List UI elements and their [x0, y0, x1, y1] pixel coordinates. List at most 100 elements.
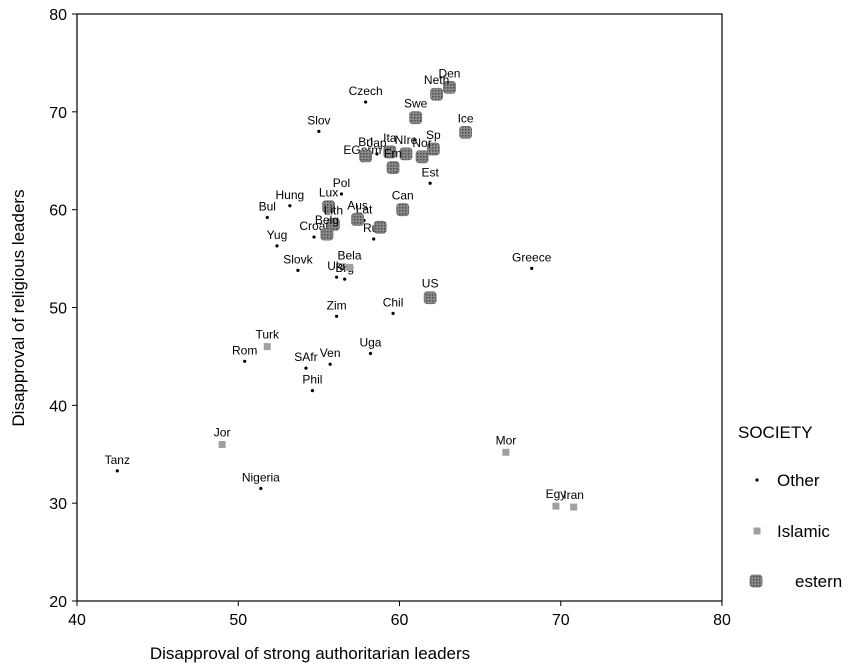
- point-label: Jor: [214, 425, 231, 439]
- point-label: Phil: [302, 373, 322, 387]
- point-label: Ice: [458, 111, 474, 125]
- x-tick-label: 50: [229, 612, 247, 629]
- point-marker-dot: [115, 469, 119, 473]
- point-label: SAfr: [294, 350, 317, 364]
- point-marker-block: [359, 149, 373, 163]
- point-label: Lith: [324, 203, 343, 217]
- point-label: Aus: [347, 198, 368, 212]
- point-marker-block: [749, 574, 763, 588]
- data-point: Den: [438, 66, 460, 94]
- point-label: Swe: [404, 97, 428, 111]
- data-point: Greece: [512, 250, 552, 270]
- y-tick-label: 60: [49, 203, 67, 220]
- data-point: SAfr: [294, 350, 318, 370]
- point-label: Sp: [426, 128, 441, 142]
- data-point: Rom: [232, 343, 257, 363]
- point-label: Slovk: [283, 252, 313, 266]
- x-axis-ticks: 40 50 60 70 80: [68, 601, 731, 629]
- data-point: Belg: [315, 213, 339, 241]
- point-label: Tanz: [105, 453, 130, 467]
- data-point: Ita: [383, 131, 397, 159]
- point-label: Egy: [546, 487, 567, 501]
- point-label: Ven: [320, 346, 341, 360]
- point-marker-dot: [343, 277, 347, 281]
- data-point: Ven: [320, 346, 341, 366]
- point-marker-block: [322, 200, 335, 214]
- point-marker-block: [351, 213, 364, 226]
- y-tick-label: 50: [49, 301, 67, 318]
- point-marker-dot: [364, 100, 368, 104]
- legend-label: estern: [795, 572, 842, 591]
- data-point: Ukr: [327, 259, 346, 279]
- data-point: Zim: [327, 298, 347, 318]
- data-point: Jap: [367, 136, 387, 156]
- y-tick-label: 80: [49, 7, 67, 24]
- point-label: Chil: [383, 295, 404, 309]
- data-point: Slovk: [283, 252, 314, 272]
- data-point: Nigeria: [242, 470, 280, 491]
- y-tick-label: 70: [49, 105, 67, 122]
- point-marker-block: [326, 217, 340, 231]
- data-point: [373, 220, 387, 234]
- point-marker-square: [263, 343, 271, 351]
- x-axis-title: Disapproval of strong authoritarian lead…: [150, 644, 470, 663]
- point-label: Nigeria: [242, 470, 280, 484]
- x-tick-label: 40: [68, 612, 86, 629]
- point-label: Pol: [333, 176, 350, 190]
- x-tick-label: 80: [713, 612, 731, 629]
- point-marker-dot: [296, 268, 300, 272]
- point-label: Est: [421, 165, 439, 179]
- point-marker-dot: [530, 266, 534, 270]
- legend-title: SOCIETY: [738, 423, 813, 442]
- point-label: Ita: [383, 131, 397, 145]
- point-marker-square: [570, 503, 578, 511]
- point-label: US: [422, 277, 439, 291]
- point-marker-dot: [391, 311, 395, 315]
- legend: SOCIETY Other Islamic estern: [738, 423, 842, 591]
- point-marker-dot: [339, 192, 344, 196]
- point-marker-block: [415, 150, 429, 164]
- point-marker-square: [552, 502, 560, 510]
- point-label: Greece: [512, 250, 552, 264]
- data-point: Lith: [324, 203, 343, 231]
- data-point: Uga: [359, 335, 382, 356]
- point-marker-square: [218, 440, 226, 448]
- data-point: Mor: [496, 433, 517, 456]
- point-label: Hung: [276, 188, 305, 202]
- data-point: Est: [421, 165, 439, 185]
- point-marker-block: [430, 87, 443, 101]
- point-marker-dot: [328, 362, 332, 366]
- point-marker-dot: [335, 314, 339, 318]
- y-axis-title: Disapproval of religious leaders: [9, 189, 28, 426]
- point-label: Rom: [232, 343, 257, 357]
- data-point: Slov: [307, 113, 331, 133]
- y-axis-ticks: 20 30 40 50 60 70 80: [49, 7, 77, 611]
- data-point: Swe: [404, 97, 428, 125]
- point-marker-block: [373, 220, 387, 234]
- data-point: Czech: [349, 84, 383, 104]
- data-point: Egy: [546, 487, 567, 510]
- point-marker-square: [502, 448, 510, 456]
- point-label: Yug: [267, 228, 288, 242]
- point-marker-block: [426, 142, 440, 156]
- point-marker-dot: [372, 237, 376, 241]
- point-marker-dot: [265, 215, 269, 220]
- data-point: Iran: [563, 488, 584, 511]
- legend-label: Other: [777, 471, 820, 490]
- y-tick-label: 40: [49, 398, 67, 415]
- data-point: Neth: [424, 73, 449, 101]
- data-point: Frn: [384, 147, 402, 174]
- y-tick-label: 30: [49, 496, 67, 513]
- point-label: Zim: [327, 298, 347, 312]
- point-label: Mor: [496, 433, 517, 447]
- point-marker-dot: [428, 181, 432, 185]
- point-marker-dot: [312, 235, 316, 239]
- point-label: Ukr: [327, 259, 346, 273]
- point-label: Neth: [424, 73, 449, 87]
- point-label: Uga: [359, 335, 381, 349]
- legend-label: Islamic: [777, 522, 830, 541]
- point-marker-block: [423, 291, 437, 305]
- point-label: Slov: [307, 113, 330, 127]
- point-marker-dot: [317, 129, 321, 133]
